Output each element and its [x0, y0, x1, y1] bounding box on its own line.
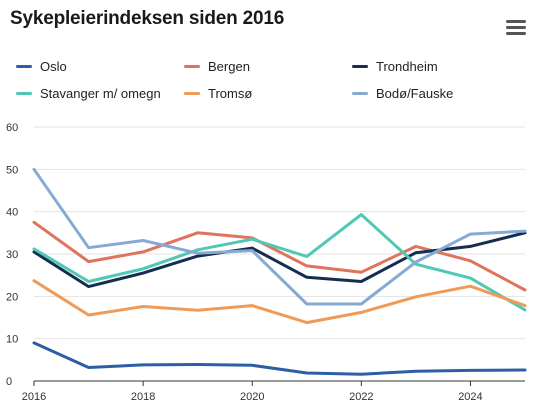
legend-item-bodo-fauske[interactable]: Bodø/Fauske	[352, 83, 453, 103]
y-tick-label: 40	[6, 207, 18, 219]
x-tick-label: 2022	[349, 391, 373, 403]
menu-bar	[506, 32, 526, 35]
y-tick-label: 10	[6, 334, 18, 346]
legend-label: Stavanger m/ omegn	[40, 85, 161, 101]
legend-item-bergen[interactable]: Bergen	[184, 56, 250, 76]
y-tick-label: 0	[6, 376, 12, 388]
series-line-bod-fauske	[32, 167, 527, 306]
legend-swatch	[184, 91, 200, 95]
legend-swatch	[16, 91, 32, 95]
menu-bar	[506, 26, 526, 29]
legend-swatch	[184, 64, 200, 68]
x-tick-label: 2020	[240, 391, 264, 403]
legend-label: Bodø/Fauske	[376, 85, 454, 101]
legend-item-tromso[interactable]: Tromsø	[184, 83, 252, 103]
series-line-bergen	[32, 220, 527, 292]
series-line-stavanger-m-omegn	[32, 213, 527, 312]
legend-swatch	[352, 91, 368, 95]
y-tick-label: 30	[6, 249, 18, 261]
legend-label: Bergen	[208, 58, 250, 74]
legend-swatch	[16, 64, 32, 68]
legend-item-oslo[interactable]: Oslo	[16, 56, 67, 76]
x-tick-label: 2018	[131, 391, 155, 403]
series-line-oslo	[32, 341, 527, 376]
chart-title: Sykepleierindeksen siden 2016	[10, 8, 285, 29]
x-tick-label: 2024	[458, 391, 482, 403]
legend-label: Oslo	[40, 58, 67, 74]
y-tick-label: 20	[6, 291, 18, 303]
y-tick-label: 50	[6, 164, 18, 176]
legend-item-trondheim[interactable]: Trondheim	[352, 56, 438, 76]
legend-label: Tromsø	[208, 85, 253, 101]
hamburger-menu-icon[interactable]	[506, 20, 526, 36]
x-tick-label: 2016	[22, 391, 46, 403]
y-tick-label: 60	[6, 122, 18, 134]
legend-label: Trondheim	[376, 58, 438, 74]
legend-item-stavanger[interactable]: Stavanger m/ omegn	[16, 83, 161, 103]
menu-bar	[506, 20, 526, 23]
series-line-troms	[32, 279, 527, 325]
legend-swatch	[352, 64, 368, 68]
